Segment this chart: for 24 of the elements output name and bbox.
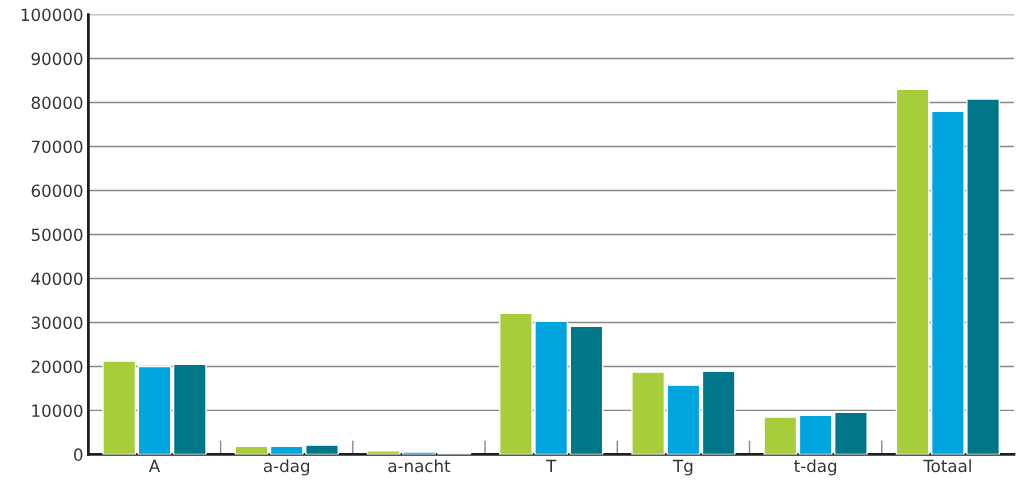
bar — [102, 360, 137, 455]
bar — [137, 365, 172, 455]
x-tick-label: T — [546, 459, 557, 472]
y-tick-label: 90000 — [31, 52, 83, 66]
y-tick-label: 50000 — [31, 228, 83, 242]
bar — [172, 363, 207, 455]
x-tick-label: A — [148, 459, 161, 472]
y-tick-label: 0 — [74, 448, 83, 461]
x-tick-label: a-dag — [263, 459, 310, 476]
y-tick-label: 80000 — [31, 96, 83, 110]
y-tick-label: 60000 — [31, 184, 83, 198]
y-tick-label: 20000 — [31, 360, 83, 374]
x-tick-label: t-dag — [794, 459, 837, 476]
x-tick-label: Tg — [672, 459, 693, 476]
bar — [701, 370, 736, 455]
bar — [763, 416, 798, 455]
y-tick-label: 10000 — [32, 404, 83, 417]
y-tick-label: 40000 — [31, 272, 83, 286]
y-tick-label: 100000 — [21, 8, 83, 22]
y-tick-label: 30000 — [31, 316, 83, 330]
y-tick-label: 70000 — [31, 140, 83, 154]
x-tick-label: a-nacht — [388, 459, 451, 473]
x-tick-label: Totaal — [923, 459, 971, 473]
bar — [569, 325, 604, 455]
